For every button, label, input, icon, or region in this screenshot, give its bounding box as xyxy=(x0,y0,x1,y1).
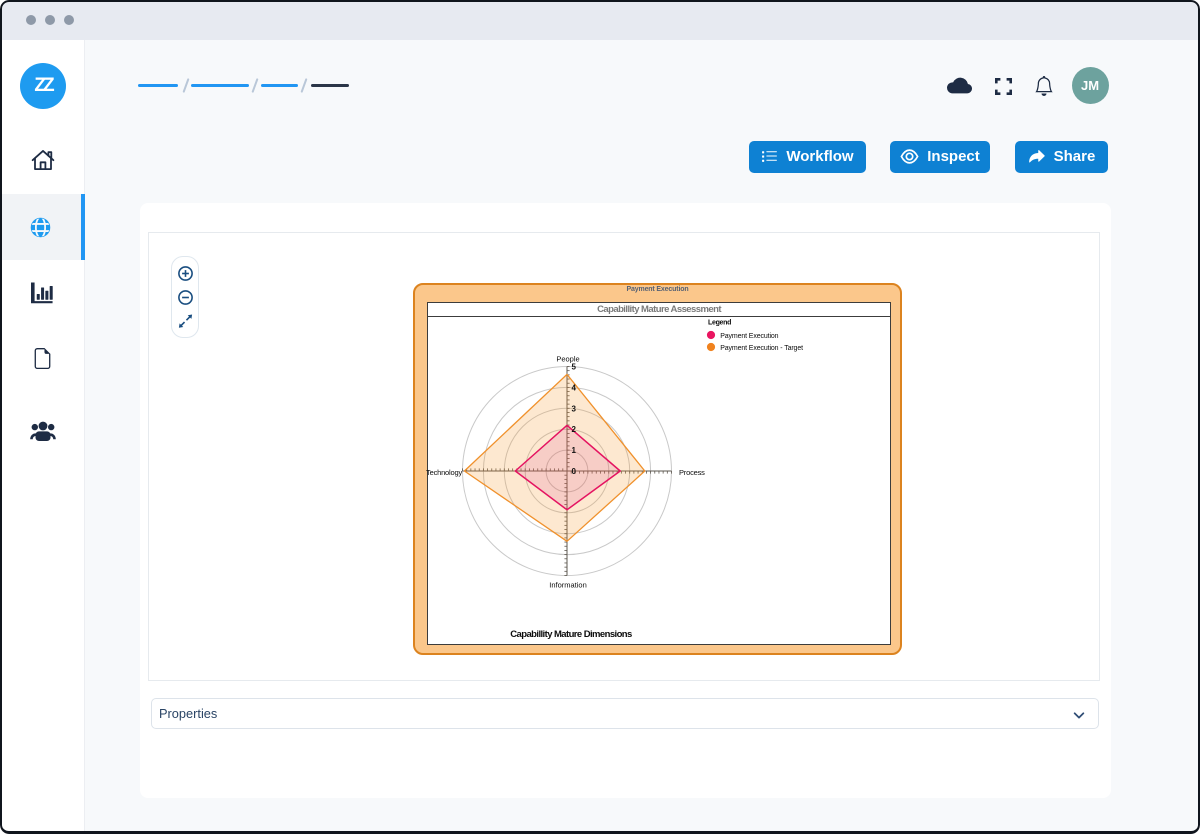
svg-text:Payment Execution - Target: Payment Execution - Target xyxy=(720,345,803,352)
svg-text:2: 2 xyxy=(572,425,577,434)
svg-text:4: 4 xyxy=(572,383,577,392)
svg-text:People: People xyxy=(556,355,579,364)
svg-text:Information: Information xyxy=(549,581,587,590)
svg-text:5: 5 xyxy=(572,363,577,372)
svg-text:3: 3 xyxy=(572,404,577,413)
svg-text:Process: Process xyxy=(679,468,705,477)
svg-text:Technology: Technology xyxy=(426,468,462,477)
svg-text:0: 0 xyxy=(572,467,577,476)
svg-text:Legend: Legend xyxy=(708,320,731,327)
svg-text:1: 1 xyxy=(572,446,577,455)
svg-text:Payment Execution: Payment Execution xyxy=(720,333,778,340)
